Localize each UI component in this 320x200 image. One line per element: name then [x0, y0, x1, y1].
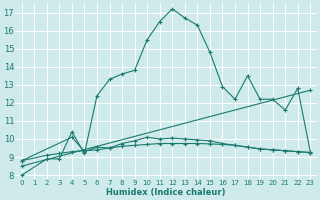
X-axis label: Humidex (Indice chaleur): Humidex (Indice chaleur) [106, 188, 226, 197]
